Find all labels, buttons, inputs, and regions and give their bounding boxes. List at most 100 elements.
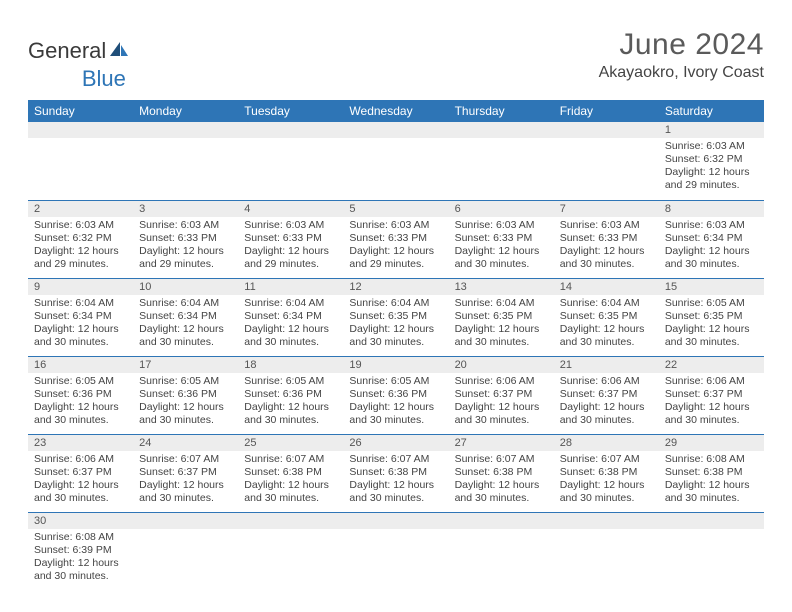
day-line: Sunset: 6:38 PM (244, 466, 337, 479)
day-line: Sunrise: 6:05 AM (139, 375, 232, 388)
day-line: and 30 minutes. (665, 258, 758, 271)
day-content: Sunrise: 6:07 AMSunset: 6:38 PMDaylight:… (343, 451, 448, 510)
day-number: 30 (28, 513, 133, 529)
day-content: Sunrise: 6:05 AMSunset: 6:36 PMDaylight:… (238, 373, 343, 432)
day-line: and 30 minutes. (244, 492, 337, 505)
day-number: 1 (659, 122, 764, 138)
day-number: 2 (28, 201, 133, 217)
day-content: Sunrise: 6:04 AMSunset: 6:35 PMDaylight:… (554, 295, 659, 354)
day-number: 22 (659, 357, 764, 373)
day-content: Sunrise: 6:06 AMSunset: 6:37 PMDaylight:… (449, 373, 554, 432)
day-line: Sunrise: 6:04 AM (139, 297, 232, 310)
day-number: 19 (343, 357, 448, 373)
day-line: Daylight: 12 hours (34, 323, 127, 336)
day-line: Sunrise: 6:03 AM (665, 140, 758, 153)
day-line: Sunset: 6:39 PM (34, 544, 127, 557)
day-number: 6 (449, 201, 554, 217)
col-tuesday: Tuesday (238, 100, 343, 122)
day-line: Sunrise: 6:06 AM (455, 375, 548, 388)
day-content: Sunrise: 6:03 AMSunset: 6:34 PMDaylight:… (659, 217, 764, 276)
day-line: Sunrise: 6:06 AM (560, 375, 653, 388)
day-line: Daylight: 12 hours (455, 323, 548, 336)
day-cell (554, 512, 659, 590)
day-line: Sunrise: 6:04 AM (560, 297, 653, 310)
day-number: 14 (554, 279, 659, 295)
day-content: Sunrise: 6:05 AMSunset: 6:36 PMDaylight:… (28, 373, 133, 432)
day-line: Sunset: 6:36 PM (139, 388, 232, 401)
day-cell: 5Sunrise: 6:03 AMSunset: 6:33 PMDaylight… (343, 200, 448, 278)
day-number (659, 513, 764, 529)
day-content: Sunrise: 6:04 AMSunset: 6:34 PMDaylight:… (28, 295, 133, 354)
day-line: Sunset: 6:37 PM (139, 466, 232, 479)
week-row: 1Sunrise: 6:03 AMSunset: 6:32 PMDaylight… (28, 122, 764, 200)
day-content: Sunrise: 6:05 AMSunset: 6:36 PMDaylight:… (343, 373, 448, 432)
logo-text-general: General (28, 38, 106, 64)
day-line: Daylight: 12 hours (560, 323, 653, 336)
day-cell: 14Sunrise: 6:04 AMSunset: 6:35 PMDayligh… (554, 278, 659, 356)
day-content: Sunrise: 6:04 AMSunset: 6:35 PMDaylight:… (343, 295, 448, 354)
day-cell: 6Sunrise: 6:03 AMSunset: 6:33 PMDaylight… (449, 200, 554, 278)
day-number: 8 (659, 201, 764, 217)
day-line: and 30 minutes. (34, 414, 127, 427)
day-line: Sunrise: 6:04 AM (349, 297, 442, 310)
day-cell (238, 512, 343, 590)
day-line: Sunset: 6:33 PM (349, 232, 442, 245)
day-line: and 29 minutes. (139, 258, 232, 271)
sail-icon (108, 40, 130, 58)
col-friday: Friday (554, 100, 659, 122)
day-line: and 30 minutes. (34, 570, 127, 583)
day-line: and 30 minutes. (455, 336, 548, 349)
day-line: Sunset: 6:37 PM (665, 388, 758, 401)
day-number: 23 (28, 435, 133, 451)
month-title: June 2024 (599, 28, 764, 62)
day-cell (133, 122, 238, 200)
day-number: 26 (343, 435, 448, 451)
day-line: Daylight: 12 hours (560, 479, 653, 492)
day-line: Sunrise: 6:08 AM (665, 453, 758, 466)
day-line: Sunset: 6:33 PM (139, 232, 232, 245)
header-row: Sunday Monday Tuesday Wednesday Thursday… (28, 100, 764, 122)
day-cell: 7Sunrise: 6:03 AMSunset: 6:33 PMDaylight… (554, 200, 659, 278)
day-line: and 30 minutes. (665, 492, 758, 505)
day-line: Daylight: 12 hours (244, 479, 337, 492)
day-number: 28 (554, 435, 659, 451)
day-number: 20 (449, 357, 554, 373)
day-line: Sunrise: 6:06 AM (34, 453, 127, 466)
day-cell: 10Sunrise: 6:04 AMSunset: 6:34 PMDayligh… (133, 278, 238, 356)
day-cell: 16Sunrise: 6:05 AMSunset: 6:36 PMDayligh… (28, 356, 133, 434)
day-line: Sunset: 6:36 PM (34, 388, 127, 401)
day-content: Sunrise: 6:03 AMSunset: 6:33 PMDaylight:… (133, 217, 238, 276)
day-cell (343, 512, 448, 590)
day-line: Daylight: 12 hours (665, 166, 758, 179)
day-number: 16 (28, 357, 133, 373)
week-row: 2Sunrise: 6:03 AMSunset: 6:32 PMDaylight… (28, 200, 764, 278)
day-line: Sunrise: 6:05 AM (665, 297, 758, 310)
day-cell: 12Sunrise: 6:04 AMSunset: 6:35 PMDayligh… (343, 278, 448, 356)
day-line: and 30 minutes. (665, 414, 758, 427)
day-cell (133, 512, 238, 590)
day-line: and 30 minutes. (349, 336, 442, 349)
day-line: Sunset: 6:34 PM (244, 310, 337, 323)
day-line: Daylight: 12 hours (665, 479, 758, 492)
day-line: and 29 minutes. (244, 258, 337, 271)
day-line: Sunrise: 6:07 AM (244, 453, 337, 466)
day-number: 24 (133, 435, 238, 451)
day-line: Daylight: 12 hours (139, 401, 232, 414)
day-line: Daylight: 12 hours (139, 479, 232, 492)
logo-text-blue: Blue (82, 66, 126, 92)
day-line: and 30 minutes. (455, 414, 548, 427)
day-content: Sunrise: 6:07 AMSunset: 6:38 PMDaylight:… (554, 451, 659, 510)
day-content: Sunrise: 6:06 AMSunset: 6:37 PMDaylight:… (659, 373, 764, 432)
day-content: Sunrise: 6:08 AMSunset: 6:39 PMDaylight:… (28, 529, 133, 588)
day-cell: 3Sunrise: 6:03 AMSunset: 6:33 PMDaylight… (133, 200, 238, 278)
day-line: Daylight: 12 hours (560, 401, 653, 414)
day-content: Sunrise: 6:08 AMSunset: 6:38 PMDaylight:… (659, 451, 764, 510)
day-number (238, 122, 343, 138)
day-line: Sunset: 6:37 PM (455, 388, 548, 401)
day-cell: 4Sunrise: 6:03 AMSunset: 6:33 PMDaylight… (238, 200, 343, 278)
day-line: Sunrise: 6:07 AM (455, 453, 548, 466)
day-line: Daylight: 12 hours (665, 245, 758, 258)
day-content: Sunrise: 6:03 AMSunset: 6:33 PMDaylight:… (238, 217, 343, 276)
day-line: and 30 minutes. (349, 492, 442, 505)
day-number (343, 122, 448, 138)
